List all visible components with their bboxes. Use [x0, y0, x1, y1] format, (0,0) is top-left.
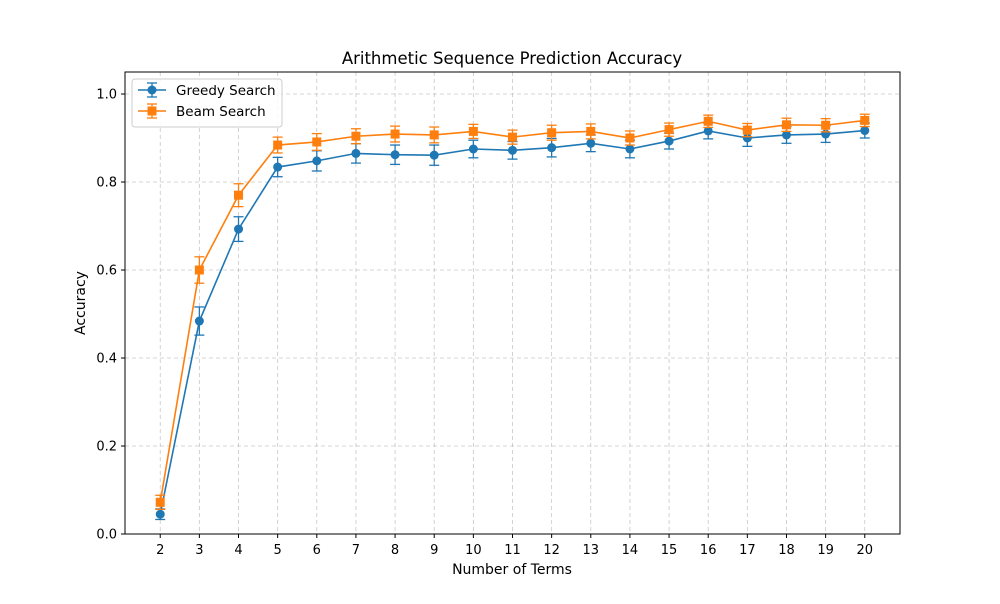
- chart-title: Arithmetic Sequence Prediction Accuracy: [342, 49, 683, 68]
- x-tick-label: 10: [465, 543, 482, 558]
- data-point: [742, 133, 752, 143]
- data-point: [312, 156, 322, 166]
- data-point: [781, 130, 791, 140]
- legend-box: [131, 78, 283, 128]
- data-point: [273, 140, 283, 150]
- data-point: [703, 116, 713, 126]
- x-tick-label: 8: [391, 543, 399, 558]
- data-point: [234, 224, 244, 234]
- x-tick-label: 20: [856, 543, 873, 558]
- x-tick-label: 19: [817, 543, 834, 558]
- y-axis: 0.0 0.2 0.4 0.6 0.8 1.0: [96, 88, 125, 543]
- data-point: [703, 126, 713, 136]
- y-tick-label: 1.0: [96, 88, 117, 103]
- data-point: [781, 120, 791, 130]
- y-tick-label: 0.2: [96, 440, 117, 455]
- series-beam-search: [155, 113, 870, 511]
- data-point: [194, 265, 204, 275]
- data-point: [742, 125, 752, 135]
- data-point: [351, 148, 361, 158]
- data-point: [508, 145, 517, 155]
- data-point: [547, 128, 557, 138]
- x-tick-label: 2: [156, 543, 164, 558]
- x-tick-label: 4: [234, 543, 242, 558]
- x-axis: 2 3 4 5 6 7 8 9 10 11 12 13 14 15 16 17 18 19 20: [156, 534, 873, 558]
- x-tick-label: 5: [274, 543, 282, 558]
- y-tick-label: 0.0: [96, 528, 117, 543]
- x-tick-label: 13: [583, 543, 600, 558]
- legend-label: Beam Search: [176, 104, 266, 120]
- data-point: [625, 133, 635, 143]
- data-point: [468, 126, 478, 136]
- y-tick-label: 0.6: [96, 264, 117, 279]
- x-tick-label: 7: [352, 543, 360, 558]
- legend-marker: [147, 85, 157, 95]
- x-tick-label: 3: [195, 543, 203, 558]
- x-tick-label: 9: [430, 543, 438, 558]
- data-point: [351, 131, 361, 141]
- x-axis-label: Number of Terms: [452, 562, 572, 578]
- data-point: [664, 125, 674, 135]
- data-point: [547, 143, 557, 153]
- data-point: [155, 497, 165, 507]
- y-tick-label: 0.4: [96, 352, 117, 367]
- y-tick-label: 0.8: [96, 176, 117, 191]
- y-axis-label: Accuracy: [73, 271, 89, 335]
- data-point: [390, 129, 400, 139]
- data-point: [508, 132, 517, 142]
- data-point: [429, 130, 439, 140]
- data-point: [273, 162, 283, 172]
- data-point: [586, 126, 596, 136]
- legend-label: Greedy Search: [176, 83, 276, 99]
- x-tick-label: 16: [700, 543, 717, 558]
- data-point: [586, 138, 596, 148]
- data-point: [468, 144, 478, 154]
- x-tick-label: 11: [504, 543, 521, 558]
- data-point: [155, 509, 165, 519]
- series-line: [159, 129, 865, 515]
- data-point: [625, 144, 635, 154]
- x-tick-label: 6: [313, 543, 321, 558]
- series-layer: [155, 113, 870, 521]
- legend: Greedy Search Beam Search: [131, 78, 283, 128]
- data-point: [664, 136, 674, 146]
- data-point: [821, 120, 831, 130]
- x-tick-label: 18: [778, 543, 795, 558]
- data-point: [312, 137, 322, 147]
- data-point: [234, 190, 244, 200]
- data-point: [390, 150, 400, 160]
- x-tick-label: 12: [543, 543, 560, 558]
- data-point: [860, 115, 870, 125]
- data-point: [429, 150, 439, 160]
- data-point: [860, 126, 870, 136]
- legend-marker: [147, 106, 157, 116]
- x-tick-label: 15: [661, 543, 678, 558]
- x-tick-label: 17: [739, 543, 756, 558]
- data-point: [194, 316, 204, 326]
- x-tick-label: 14: [622, 543, 639, 558]
